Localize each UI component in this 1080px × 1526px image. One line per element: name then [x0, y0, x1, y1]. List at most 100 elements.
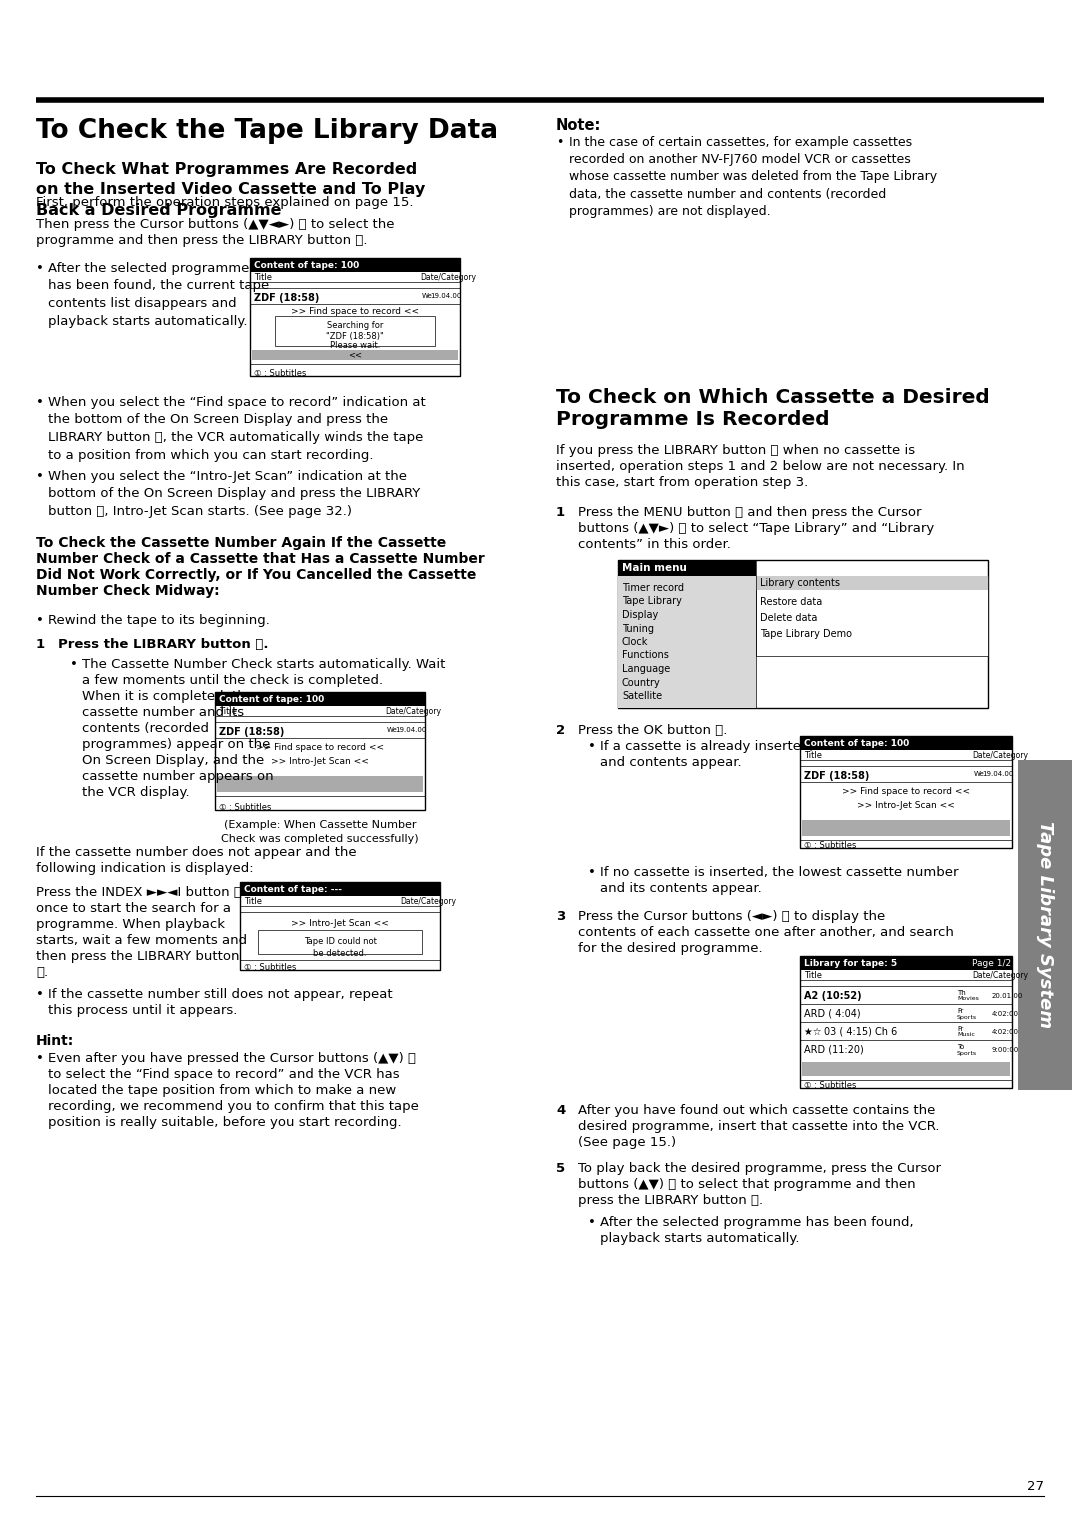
Text: inserted, operation steps 1 and 2 below are not necessary. In: inserted, operation steps 1 and 2 below …	[556, 459, 964, 473]
Text: >> Intro-Jet Scan <<: >> Intro-Jet Scan <<	[271, 757, 369, 766]
Text: >> Find space to record <<: >> Find space to record <<	[842, 787, 970, 797]
Text: •: •	[588, 865, 596, 879]
Text: To Check What Programmes Are Recorded
on the Inserted Video Cassette and To Play: To Check What Programmes Are Recorded on…	[36, 162, 426, 218]
Text: 19.04.00: 19.04.00	[395, 726, 427, 732]
Text: We: We	[422, 293, 433, 299]
Text: Please wait.: Please wait.	[329, 340, 380, 349]
Text: Title: Title	[219, 707, 237, 716]
Text: Fr: Fr	[957, 1009, 963, 1013]
Text: A2 (10:52): A2 (10:52)	[804, 990, 862, 1001]
Text: Delete data: Delete data	[760, 613, 818, 623]
Text: <<: <<	[348, 351, 362, 360]
Text: Restore data: Restore data	[760, 597, 822, 607]
Text: a few moments until the check is completed.: a few moments until the check is complet…	[82, 674, 383, 687]
Bar	[215, 691, 426, 810]
Bar	[215, 691, 426, 707]
Text: "ZDF (18:58)": "ZDF (18:58)"	[326, 331, 383, 340]
Text: Music: Music	[957, 1033, 975, 1038]
Bar	[258, 929, 422, 954]
Text: programme. When playback: programme. When playback	[36, 919, 225, 931]
Text: >> Find space to record <<: >> Find space to record <<	[256, 743, 384, 752]
Text: Content of tape: ---: Content of tape: ---	[244, 885, 342, 894]
Bar	[800, 736, 1012, 848]
Text: this case, start from operation step 3.: this case, start from operation step 3.	[556, 476, 808, 488]
Text: •: •	[588, 740, 596, 752]
Text: Press the MENU button ⓖ and then press the Cursor: Press the MENU button ⓖ and then press t…	[578, 507, 921, 519]
Text: Note:: Note:	[556, 118, 602, 133]
Text: ZDF (18:58): ZDF (18:58)	[804, 771, 869, 781]
Text: We: We	[387, 726, 397, 732]
Text: be detected.: be detected.	[313, 949, 367, 957]
Text: Title: Title	[804, 751, 822, 760]
Text: To play back the desired programme, press the Cursor: To play back the desired programme, pres…	[578, 1161, 941, 1175]
Text: If the cassette number still does not appear, repeat: If the cassette number still does not ap…	[48, 987, 393, 1001]
Text: •: •	[36, 1051, 44, 1065]
Text: ⓩ.: ⓩ.	[36, 966, 49, 980]
Text: for the desired programme.: for the desired programme.	[578, 942, 762, 955]
Text: Timer record: Timer record	[622, 583, 684, 594]
Bar	[756, 575, 988, 591]
Text: Date/Category: Date/Category	[972, 971, 1028, 980]
Text: position is really suitable, before you start recording.: position is really suitable, before you …	[48, 1116, 402, 1129]
Text: Page 1/2: Page 1/2	[972, 958, 1011, 967]
Text: Programme Is Recorded: Programme Is Recorded	[556, 410, 829, 429]
Text: once to start the search for a: once to start the search for a	[36, 902, 231, 916]
Text: Date/Category: Date/Category	[972, 751, 1028, 760]
Text: 4:02:00: 4:02:00	[993, 1029, 1020, 1035]
Text: this process until it appears.: this process until it appears.	[48, 1004, 238, 1016]
Text: to select the “Find space to record” and the VCR has: to select the “Find space to record” and…	[48, 1068, 400, 1080]
Text: Press the LIBRARY button ⓩ.: Press the LIBRARY button ⓩ.	[58, 638, 269, 652]
Text: then press the LIBRARY button: then press the LIBRARY button	[36, 951, 240, 963]
Text: ① : Subtitles: ① : Subtitles	[254, 369, 307, 378]
Text: Press the INDEX ►►◄I button ⓖ: Press the INDEX ►►◄I button ⓖ	[36, 887, 242, 899]
Text: Language: Language	[622, 664, 671, 674]
Text: located the tape position from which to make a new: located the tape position from which to …	[48, 1083, 396, 1097]
Text: ARD (11:20): ARD (11:20)	[804, 1045, 864, 1054]
Text: ① : Subtitles: ① : Subtitles	[244, 963, 296, 972]
Text: Functions: Functions	[622, 650, 669, 661]
Text: Tape Library Demo: Tape Library Demo	[760, 629, 852, 639]
Bar	[800, 736, 1012, 749]
Text: Tape Library System: Tape Library System	[1036, 821, 1054, 1029]
Text: contents (recorded: contents (recorded	[82, 722, 210, 736]
Text: ZDF (18:58): ZDF (18:58)	[254, 293, 320, 304]
Text: After you have found out which cassette contains the: After you have found out which cassette …	[578, 1103, 935, 1117]
Text: (See page 15.): (See page 15.)	[578, 1135, 676, 1149]
Text: After the selected programme
has been found, the current tape
contents list disa: After the selected programme has been fo…	[48, 262, 269, 328]
Text: Sports: Sports	[957, 1015, 977, 1019]
Text: cassette number appears on: cassette number appears on	[82, 771, 273, 783]
Text: Th: Th	[957, 990, 966, 996]
Text: Date/Category: Date/Category	[384, 707, 441, 716]
Text: Tuning: Tuning	[622, 624, 654, 633]
Text: 19.04.00: 19.04.00	[982, 771, 1013, 777]
Text: When it is completed, the: When it is completed, the	[82, 690, 254, 703]
Text: Fr: Fr	[957, 1025, 963, 1032]
Text: To: To	[957, 1044, 964, 1050]
Text: Number Check of a Cassette that Has a Cassette Number: Number Check of a Cassette that Has a Ca…	[36, 552, 485, 566]
Text: playback starts automatically.: playback starts automatically.	[600, 1231, 799, 1245]
Text: Hint:: Hint:	[36, 1035, 75, 1048]
Bar	[802, 1062, 1010, 1076]
Text: following indication is displayed:: following indication is displayed:	[36, 862, 254, 874]
Text: To Check the Cassette Number Again If the Cassette: To Check the Cassette Number Again If th…	[36, 536, 446, 549]
Text: •: •	[36, 470, 44, 484]
Bar	[249, 258, 460, 272]
Text: 9:00:00: 9:00:00	[993, 1047, 1020, 1053]
Text: When you select the “Intro-Jet Scan” indication at the
bottom of the On Screen D: When you select the “Intro-Jet Scan” ind…	[48, 470, 420, 517]
Bar	[1018, 760, 1072, 1090]
Text: buttons (▲▼►) ⓤ to select “Tape Library” and “Library: buttons (▲▼►) ⓤ to select “Tape Library”…	[578, 522, 934, 536]
Text: Number Check Midway:: Number Check Midway:	[36, 584, 219, 598]
Bar	[275, 316, 435, 346]
Text: and its contents appear.: and its contents appear.	[600, 882, 761, 896]
Text: >> Find space to record <<: >> Find space to record <<	[291, 308, 419, 316]
Text: First, perform the operation steps explained on page 15.: First, perform the operation steps expla…	[36, 195, 414, 209]
Text: 1: 1	[556, 507, 565, 519]
Text: We: We	[974, 771, 985, 777]
Text: Main menu: Main menu	[622, 563, 687, 572]
Text: •: •	[70, 658, 78, 671]
Bar	[800, 955, 1012, 971]
Text: •: •	[588, 1216, 596, 1228]
Text: •: •	[556, 136, 564, 150]
Bar	[217, 777, 423, 792]
Bar	[800, 955, 1012, 1088]
